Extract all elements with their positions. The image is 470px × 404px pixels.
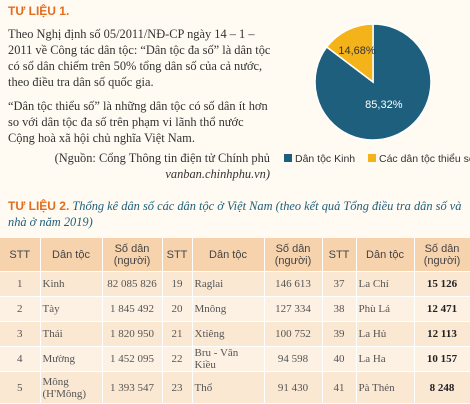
legend-label: Các dân tộc thiểu số [379,153,470,165]
table-cell: 127 334 [264,296,323,322]
table-cell: Bru - Vân Kiều [192,346,265,372]
table-row: 1 Kinh 82 085 826 19 Raglai 146 613 37 La Chí 15… [0,271,470,297]
table-cell: 15 126 [414,271,470,297]
table-cell: Số dân (người) [102,238,163,272]
paragraph: Theo Nghị định số 05/2011/NĐ-CP ngày 14 … [8,27,271,89]
table-cell: Thổ [192,371,265,404]
table-cell: Mnông [192,296,265,322]
table-cell: 38 [322,296,357,322]
table-cell: 5 [0,371,41,404]
table-wrap: STT Dân tộc Số dân (người) STT Dân tộc Số dân… [0,238,470,404]
slice-label: 14,68% [338,45,376,57]
table-cell: 19 [162,271,193,297]
table-cell: 82 085 826 [102,271,163,297]
section2-heading: TƯ LIỆU 2. Thống kê dân số các dân tộc ở… [0,198,470,230]
table-cell: Kinh [40,271,103,297]
table-cell: 10 157 [414,346,470,372]
table-cell: Thái [40,321,103,347]
legend-label: Dân tộc Kinh [295,153,355,165]
table-cell: Phù Lá [356,296,415,322]
table-row: 5 Mông (H'Mông) 1 393 547 23 Thổ 91 430 41 Pà T… [0,371,470,404]
table-cell: 21 [162,321,193,347]
table-cell: 1 845 492 [102,296,163,322]
table-cell: 23 [162,371,193,404]
table-cell: Số dân (người) [264,238,323,272]
table-cell: Mường [40,346,103,372]
table-cell: Dân tộc [192,238,265,272]
table-cell: 146 613 [264,271,323,297]
table-cell: 2 [0,296,41,322]
table-cell: 91 430 [264,371,323,404]
table-cell: 20 [162,296,193,322]
table-cell: 1 452 095 [102,346,163,372]
table-cell: La Ha [356,346,415,372]
table-row: 2 Tày 1 845 492 20 Mnông 127 334 38 Phù Lá 12 47… [0,296,470,322]
table-cell: Mông (H'Mông) [40,371,103,404]
pie-slice [325,23,374,84]
table-cell: STT [322,238,357,272]
table-cell: 40 [322,346,357,372]
caption: Thống kê dân số các dân tộc ở Việt Nam (… [8,199,462,229]
table-cell: 3 [0,321,41,347]
source-url: vanban.chinhphu.vn) [165,167,270,181]
table-cell: 12 113 [414,321,470,347]
table-cell: 100 752 [264,321,323,347]
table-row: STT Dân tộc Số dân (người) STT Dân tộc Số dân… [0,238,470,272]
table-cell: Tày [40,296,103,322]
table-cell: Dân tộc [356,238,415,272]
pie-chart: 85,32% 14,68% Dân tộc Kinh Các dân tộc thiể… [284,23,470,165]
table-cell: Xtiêng [192,321,265,347]
table-cell: La Hủ [356,321,415,347]
table-cell: 94 598 [264,346,323,372]
table-row: 3 Thái 1 820 950 21 Xtiêng 100 752 39 La Hủ 12 1… [0,321,470,347]
table-row: 4 Mường 1 452 095 22 Bru - Vân Kiều 94 598 40 L… [0,346,470,372]
table-cell: 1 393 547 [102,371,163,404]
paragraph: “Dân tộc thiểu số” là những dân tộc có s… [8,99,268,145]
table-cell: Pà Thẻn [356,371,415,404]
table-cell: Dân tộc [40,238,103,272]
legend-swatch [284,154,292,162]
section-title: TƯ LIỆU 2. [8,199,70,213]
table-cell: 4 [0,346,41,372]
table-cell: 1 [0,271,41,297]
table-cell: 1 820 950 [102,321,163,347]
table-cell: STT [0,238,41,272]
source: (Nguồn: Cổng Thông tin điện tử Chính phủ [54,151,270,165]
table-cell: 37 [322,271,357,297]
table-cell: 8 248 [414,371,470,404]
legend-swatch [368,154,376,162]
table-cell: La Chí [356,271,415,297]
slice-label: 85,32% [365,99,403,111]
table-cell: 12 471 [414,296,470,322]
table-cell: Raglai [192,271,265,297]
table-cell: STT [162,238,193,272]
table-cell: 22 [162,346,193,372]
population-table: STT Dân tộc Số dân (người) STT Dân tộc Số dân… [0,238,470,404]
section-title: TƯ LIỆU 1. [8,4,70,18]
table-cell: 41 [322,371,357,404]
table-cell: Số dân (người) [414,238,470,272]
table-cell: 39 [322,321,357,347]
